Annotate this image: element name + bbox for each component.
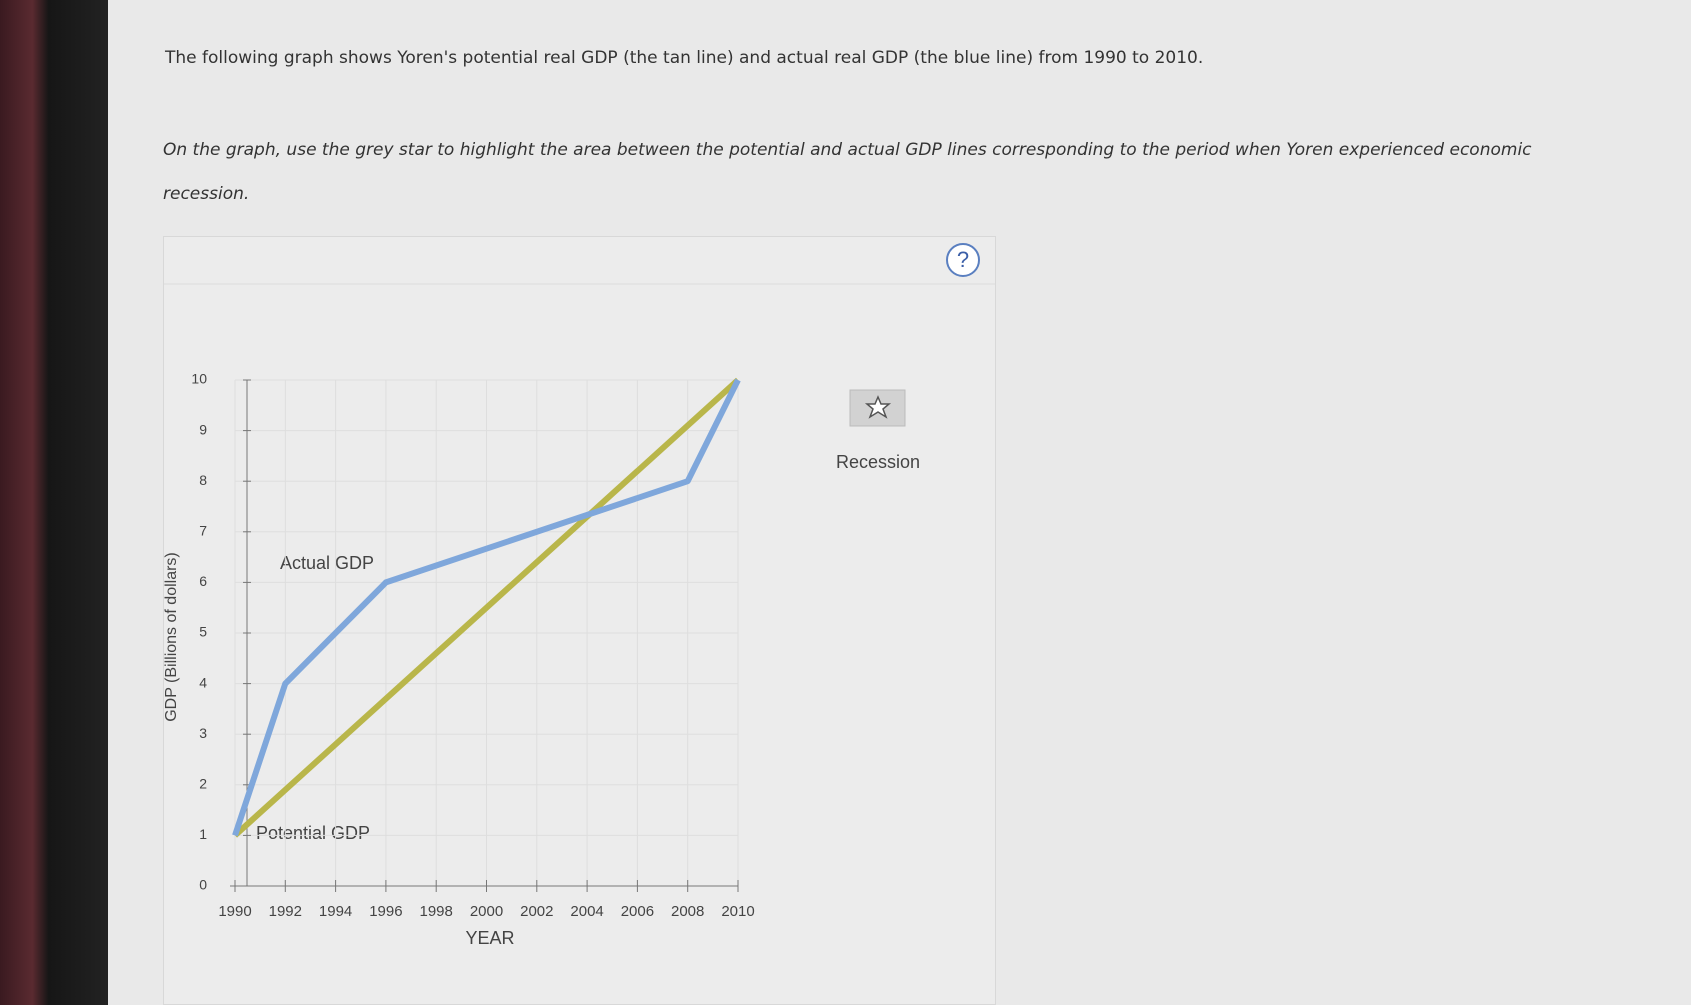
tool-label[interactable]: Recession bbox=[836, 452, 920, 472]
y-tick-label: 9 bbox=[199, 421, 207, 437]
y-tick-label: 6 bbox=[199, 573, 207, 589]
x-tick-label: 2010 bbox=[721, 903, 754, 920]
series-line bbox=[232, 378, 741, 837]
x-tick-label: 1992 bbox=[269, 903, 302, 920]
y-tick-label: 1 bbox=[199, 826, 207, 842]
y-tick-label: 10 bbox=[191, 371, 207, 387]
series-label: Actual GDP bbox=[280, 553, 374, 573]
y-axis-title: GDP (Billions of dollars) bbox=[163, 552, 180, 722]
intro-text: The following graph shows Yoren's potent… bbox=[165, 48, 1204, 68]
x-tick-label: 2006 bbox=[621, 903, 654, 920]
x-axis-title: YEAR bbox=[465, 928, 514, 948]
series-line bbox=[232, 377, 741, 838]
x-tick-label: 1990 bbox=[218, 903, 251, 920]
screen-bezel bbox=[0, 0, 108, 1005]
y-tick-label: 2 bbox=[199, 776, 207, 792]
x-tick-label: 1994 bbox=[319, 903, 352, 920]
instruction-text: On the graph, use the grey star to highl… bbox=[163, 140, 1532, 204]
help-button[interactable]: ? bbox=[946, 243, 980, 277]
graph-panel bbox=[163, 236, 996, 1005]
recession-tool[interactable]: Recession bbox=[836, 389, 920, 472]
y-tick-label: 0 bbox=[199, 877, 207, 893]
y-tick-label: 8 bbox=[199, 472, 207, 488]
y-tick-label: 4 bbox=[199, 674, 207, 690]
y-tick-label: 5 bbox=[199, 624, 207, 640]
help-circle[interactable] bbox=[946, 243, 980, 277]
help-label[interactable]: ? bbox=[957, 247, 969, 272]
x-tick-label: 2000 bbox=[470, 903, 503, 920]
y-tick-label: 7 bbox=[199, 523, 207, 539]
x-tick-label: 2002 bbox=[520, 903, 553, 920]
x-tick-label: 2004 bbox=[570, 903, 603, 920]
x-tick-label: 1998 bbox=[420, 903, 453, 920]
x-tick-label: 2008 bbox=[671, 903, 704, 920]
x-tick-label: 1996 bbox=[369, 903, 402, 920]
y-tick-label: 3 bbox=[199, 725, 207, 741]
star-icon[interactable] bbox=[864, 395, 892, 419]
series-label: Potential GDP bbox=[256, 823, 370, 843]
